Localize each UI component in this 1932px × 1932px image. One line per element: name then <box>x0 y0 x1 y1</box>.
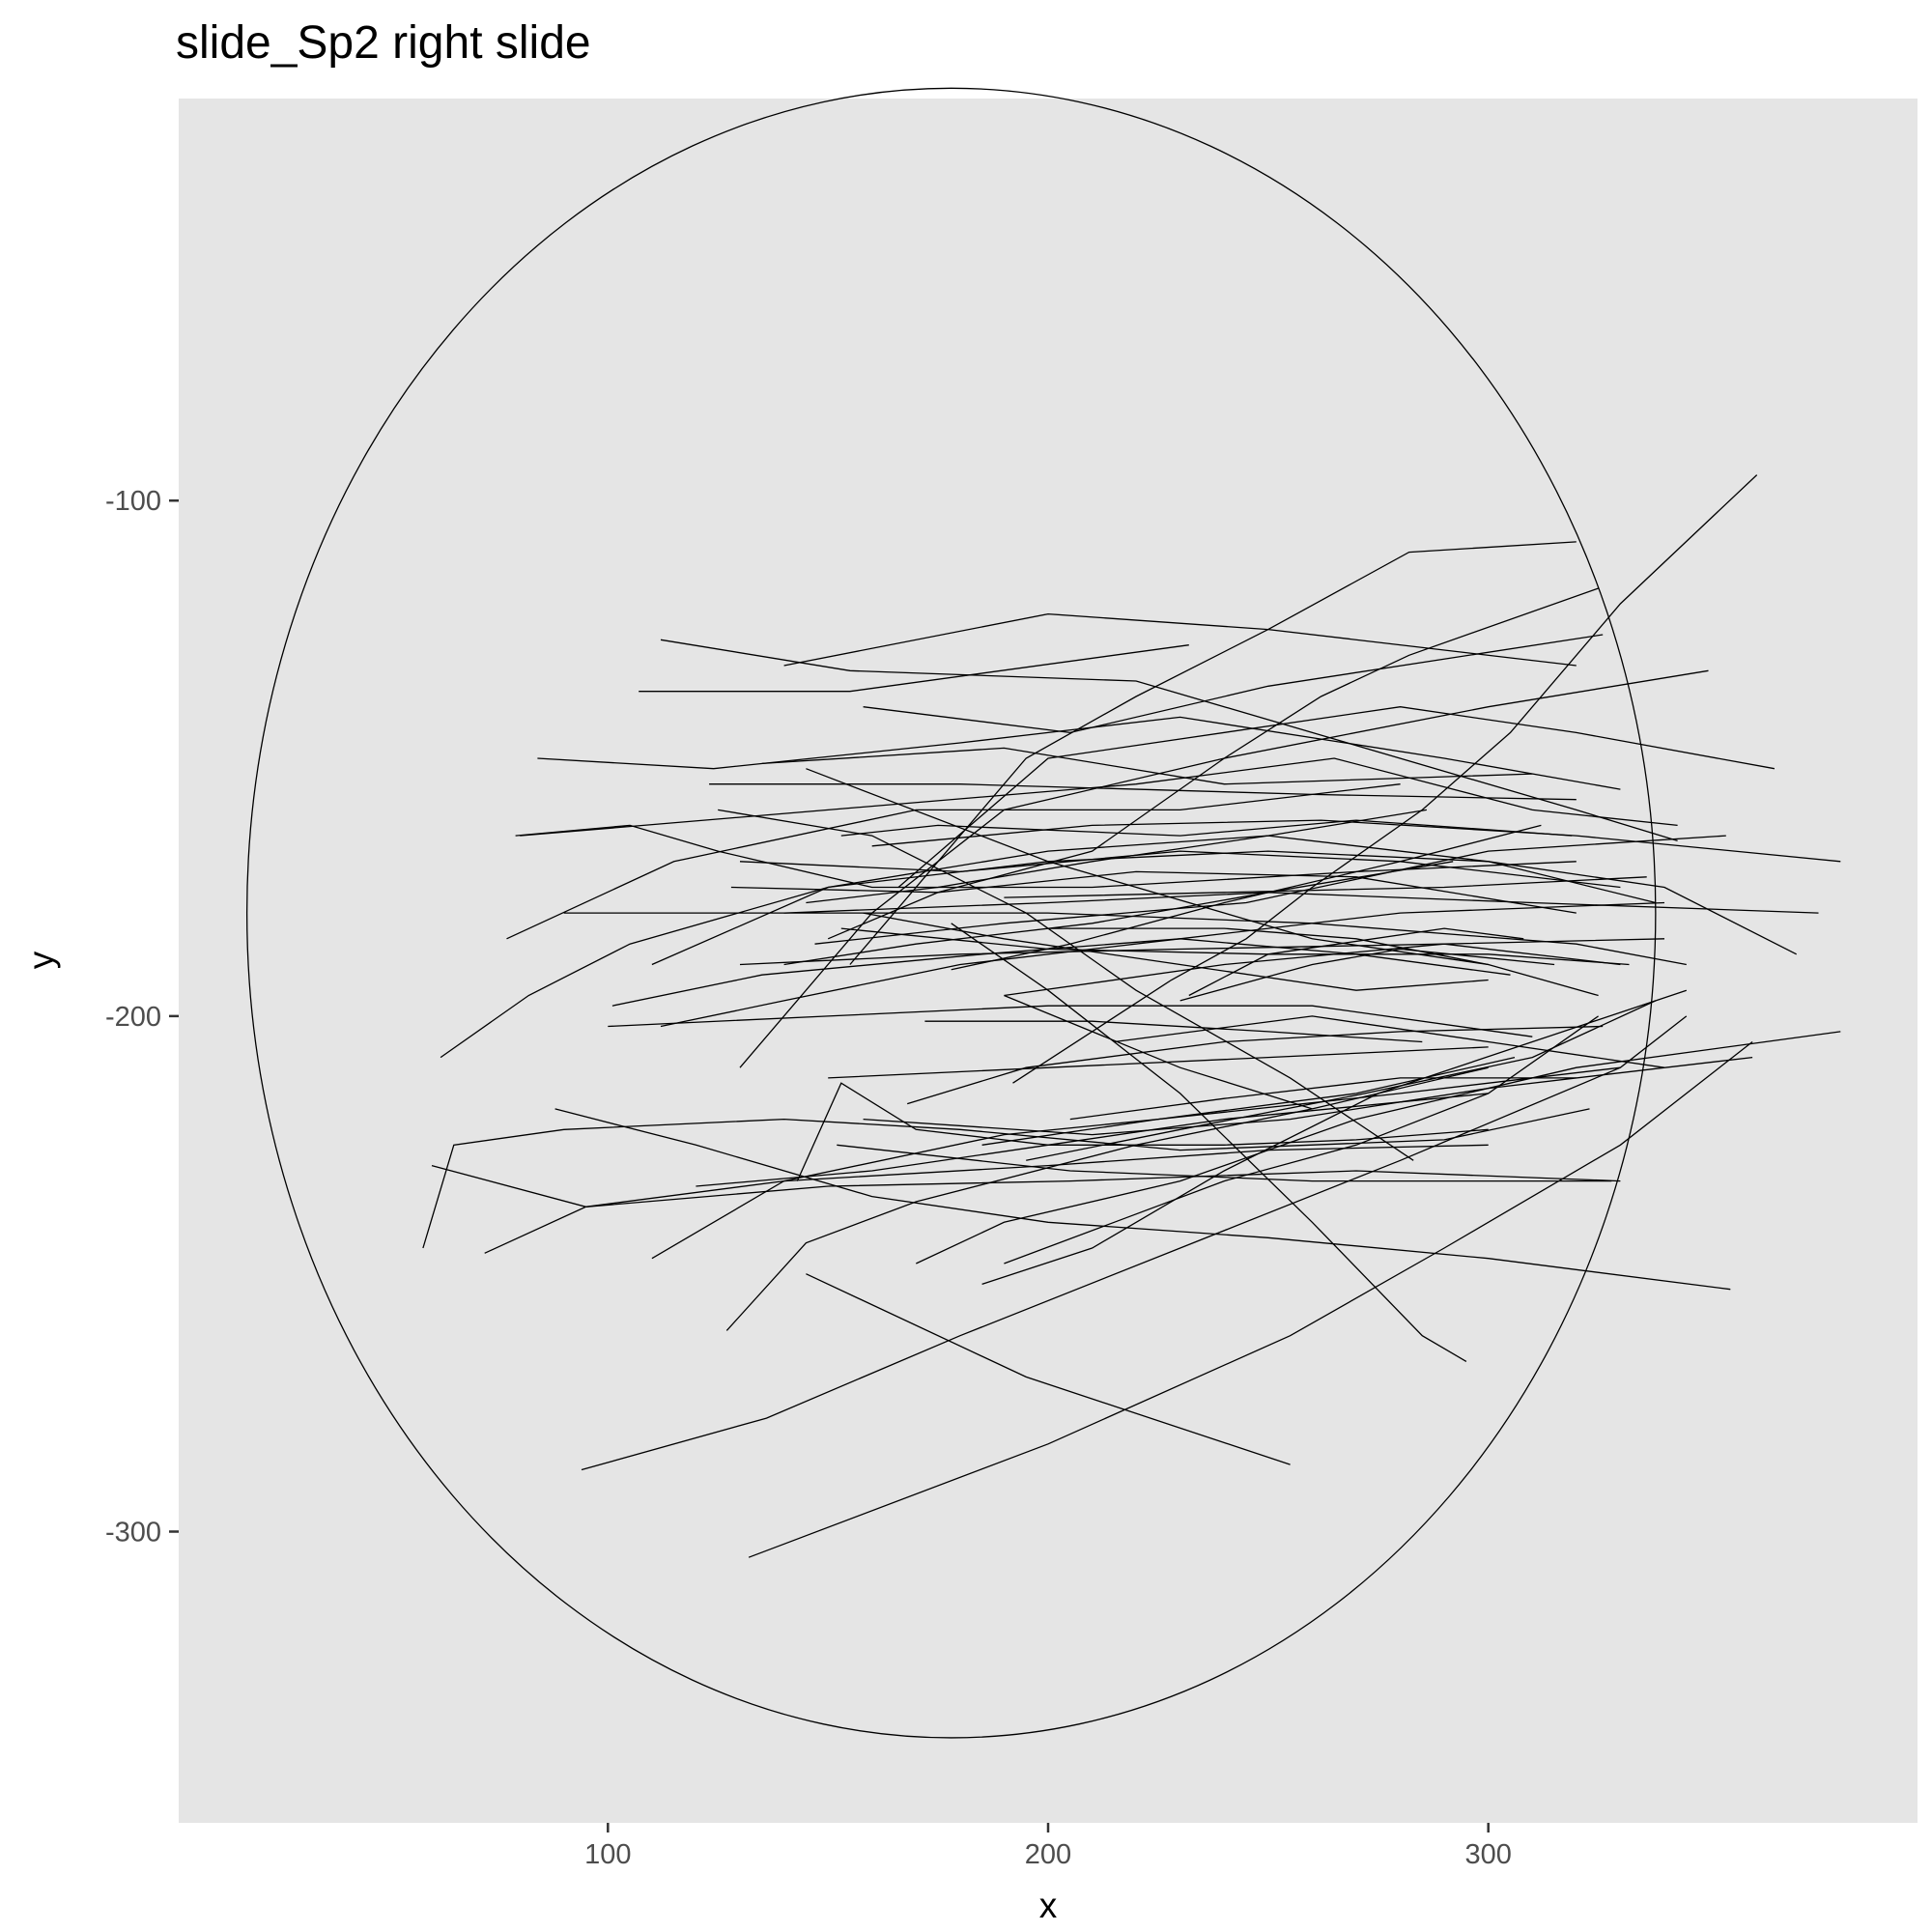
y-tick-label: -300 <box>105 1517 161 1548</box>
x-tick-label: 200 <box>1025 1839 1071 1870</box>
x-axis: 100 200 300 <box>584 1823 1512 1870</box>
x-axis-title: x <box>1039 1886 1058 1925</box>
plot-panel <box>179 99 1918 1823</box>
x-tick-label: 300 <box>1465 1839 1512 1870</box>
y-tick-label: -100 <box>105 486 161 517</box>
y-axis: -100 -200 -300 <box>105 486 179 1548</box>
x-tick-label: 100 <box>584 1839 631 1870</box>
chart-title: slide_Sp2 right slide <box>176 17 591 69</box>
y-axis-title: y <box>21 951 61 969</box>
y-tick-label: -200 <box>105 1002 161 1033</box>
